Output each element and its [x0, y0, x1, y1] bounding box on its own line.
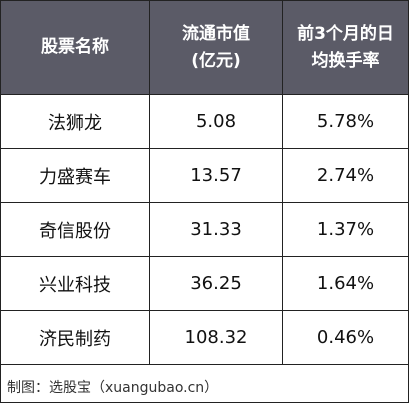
table-cell: 31.33	[150, 203, 283, 257]
table-cell: 108.32	[150, 311, 283, 365]
table-cell: 力盛赛车	[1, 149, 150, 203]
header-text: 均换手率	[311, 50, 380, 71]
header-text: (亿元)	[191, 50, 241, 71]
table-cell: 1.37%	[283, 203, 408, 257]
table-cell: 5.08	[150, 95, 283, 149]
table-cell: 2.74%	[283, 149, 408, 203]
table: 股票名称 流通市值 (亿元) 前3个月的日 均换手率法狮龙 5.08 5.78% 力盛赛车 13…	[1, 1, 408, 365]
header-text: 前3个月的日	[297, 23, 394, 44]
header-text: 股票名称	[41, 37, 109, 57]
table-cell: 5.78%	[283, 95, 408, 149]
table-cell: 济民制药	[1, 311, 150, 365]
table-cell: 兴业科技	[1, 257, 150, 311]
table-cell: 0.46%	[283, 311, 408, 365]
table-cell: 奇信股份	[1, 203, 150, 257]
header-cell: 股票名称	[1, 1, 150, 95]
header-text: 流通市值	[182, 23, 250, 44]
table-cell: 36.25	[150, 257, 283, 311]
footer-note: 制图：选股宝（xuangubao.cn）	[7, 380, 219, 396]
header-cell: 流通市值 (亿元)	[150, 1, 283, 95]
table-cell: 法狮龙	[1, 95, 150, 149]
table-cell: 1.64%	[283, 257, 408, 311]
header-cell: 前3个月的日 均换手率	[283, 1, 408, 95]
table-cell: 13.57	[150, 149, 283, 203]
